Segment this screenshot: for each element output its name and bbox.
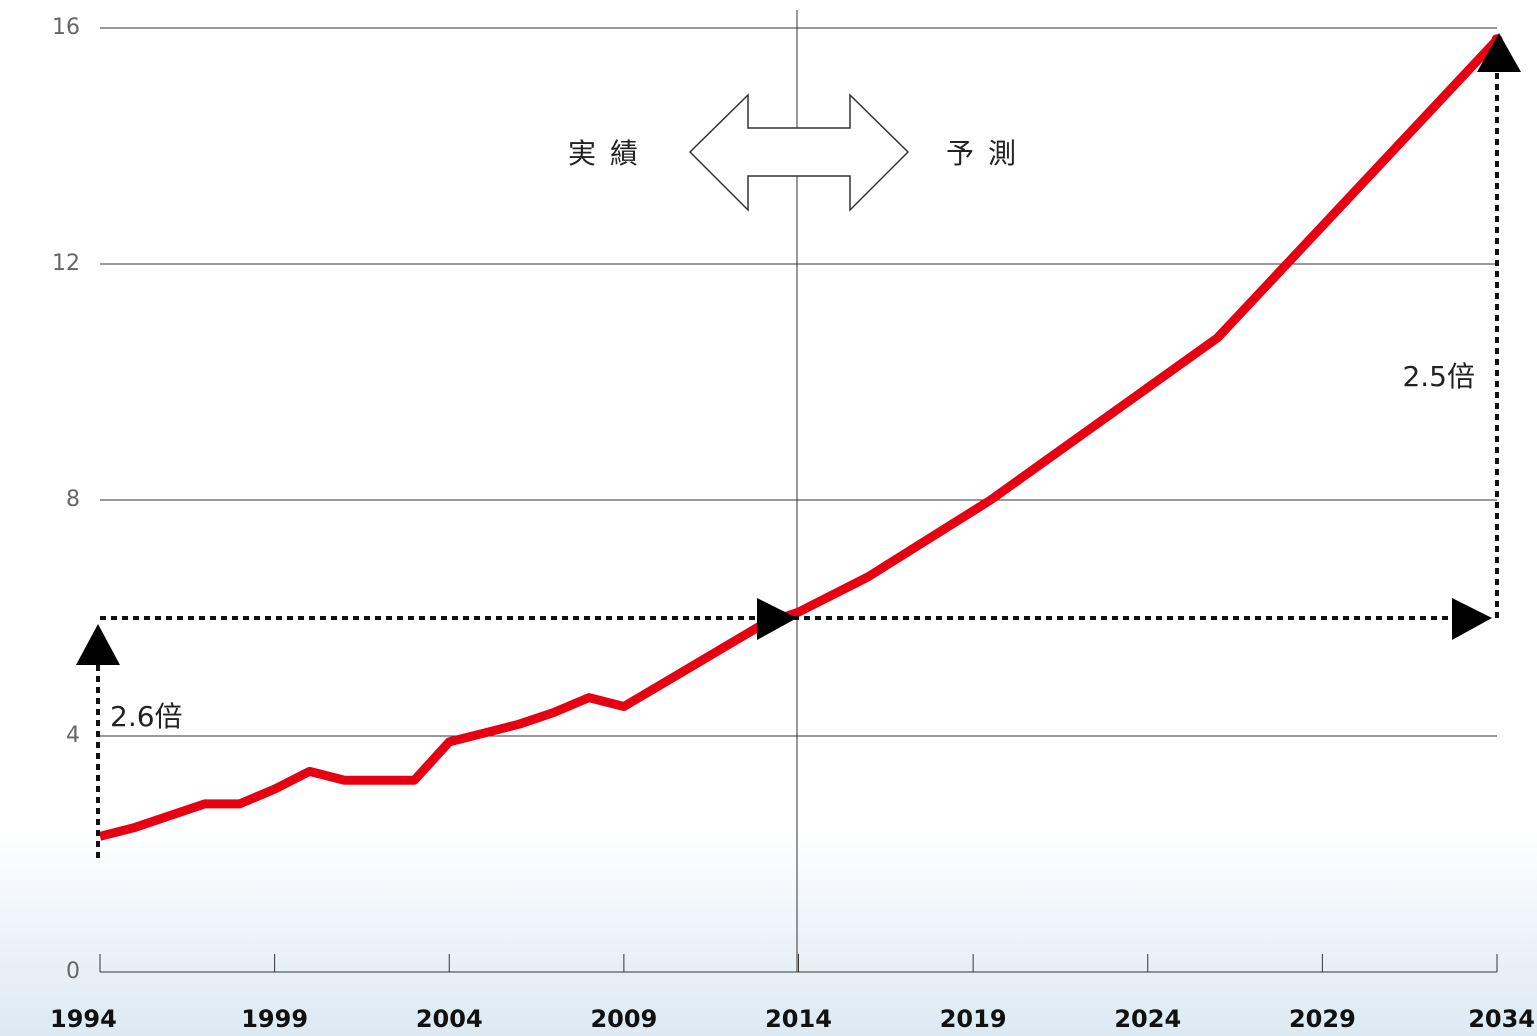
x-tick-label: 2034 — [1468, 1005, 1535, 1033]
arrow-head — [757, 598, 797, 640]
y-tick-label: 4 — [66, 723, 80, 748]
x-tick-label: 1994 — [50, 1005, 117, 1033]
arrow-head — [1477, 33, 1521, 72]
data-line — [98, 36, 1501, 841]
x-tick-label: 1999 — [241, 1005, 308, 1033]
annotation-forecast: 予測 — [946, 137, 1030, 170]
x-tick-label: 2014 — [765, 1005, 832, 1033]
annotation-ratio: 2.6倍 — [110, 700, 183, 733]
annotation-actual: 実績 — [568, 137, 652, 170]
x-tick-label: 2019 — [940, 1005, 1007, 1033]
arrow-head — [1452, 598, 1492, 640]
y-tick-label: 8 — [66, 487, 80, 512]
x-tick-label: 2004 — [416, 1005, 483, 1033]
x-tick-label: 2024 — [1114, 1005, 1181, 1033]
y-tick-label: 16 — [52, 15, 80, 40]
y-tick-label: 12 — [52, 251, 80, 276]
x-tick-label: 2029 — [1289, 1005, 1356, 1033]
arrow-head — [76, 624, 120, 665]
double-arrow — [688, 93, 910, 212]
y-tick-label: 0 — [66, 959, 80, 984]
x-tick-label: 2009 — [590, 1005, 657, 1033]
annotation-ratio: 2.5倍 — [1402, 360, 1475, 393]
